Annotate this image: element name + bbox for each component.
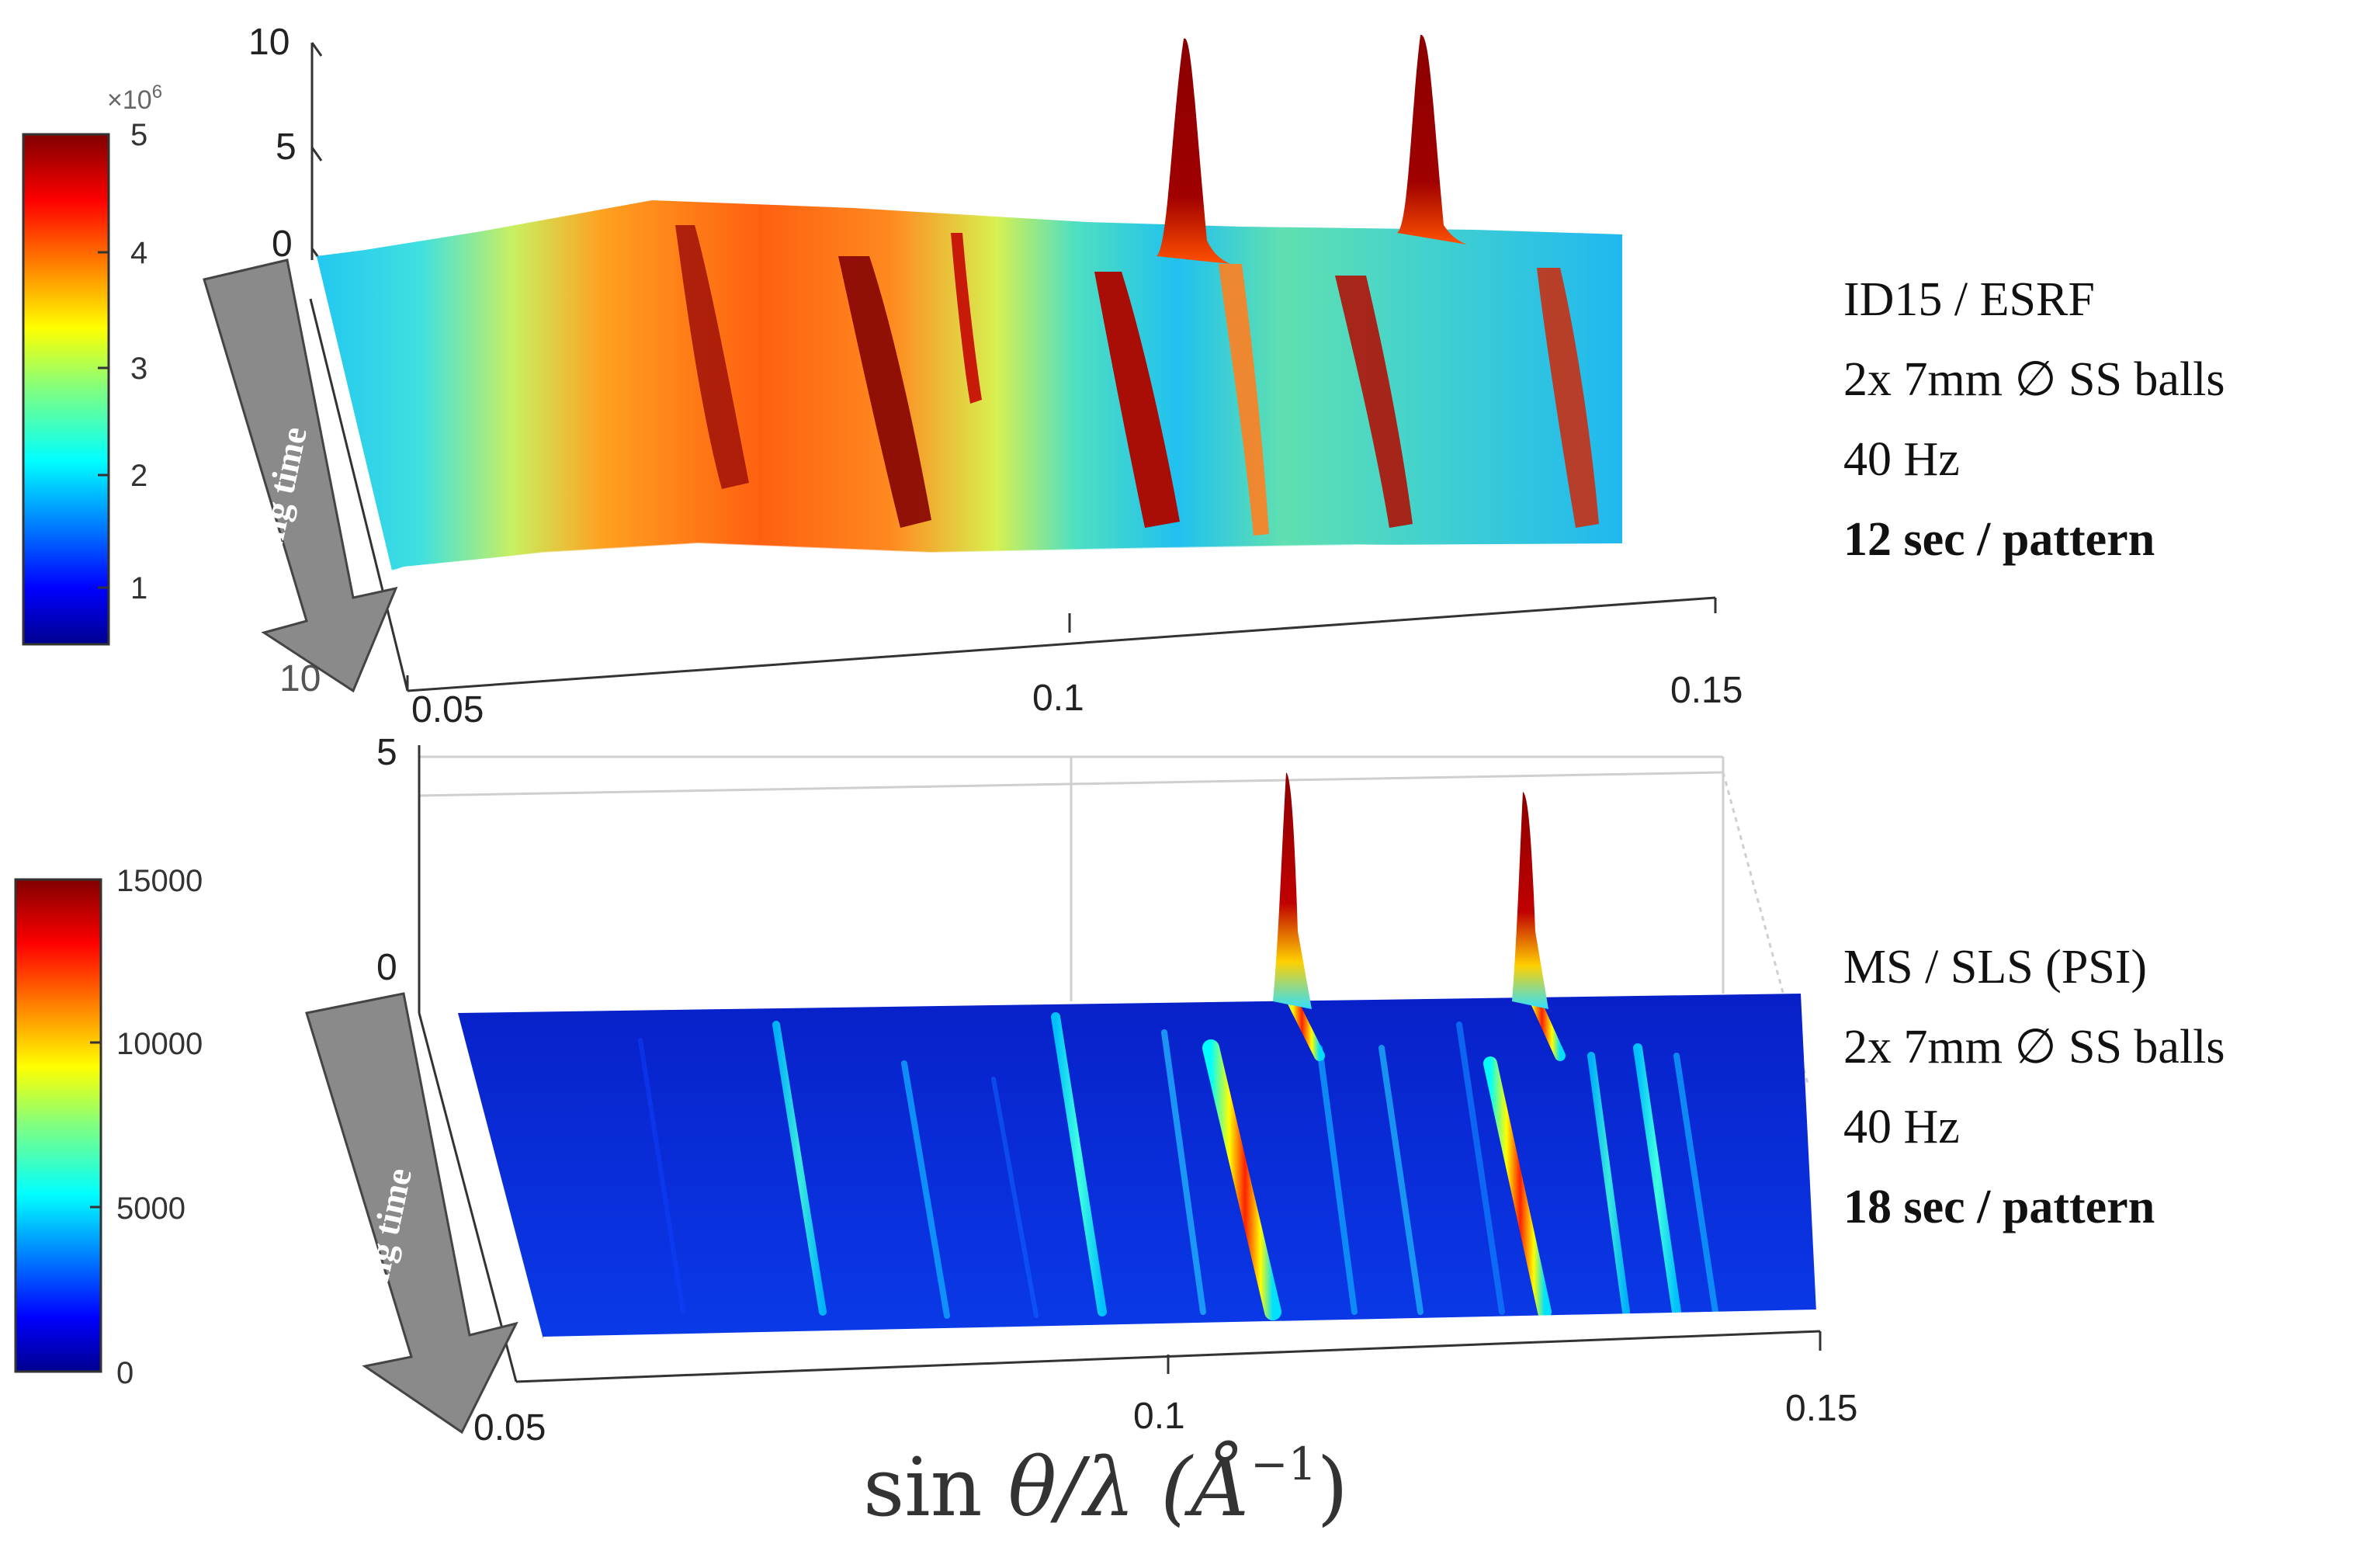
top-ridge-3 — [951, 233, 982, 404]
xlabel-suffix: ) — [1316, 1440, 1349, 1535]
top-x-tick-005: 0.05 — [411, 689, 484, 730]
top-front-edge — [391, 542, 1701, 571]
top-surface — [317, 34, 1701, 571]
bottom-hot-stripe-1 — [1202, 1039, 1281, 1320]
top-x-tick-015: 0.15 — [1670, 670, 1743, 711]
bottom-annotation: MS / SLS (PSI) 2x 7mm ∅ SS balls 40 Hz 1… — [1843, 943, 2225, 1263]
stripe — [1633, 1043, 1681, 1316]
top-ridge-4 — [1094, 272, 1180, 528]
bottom-surface — [458, 772, 1817, 1341]
top-ridge-1 — [675, 225, 749, 489]
xlabel-lambda: /λ ( — [1056, 1440, 1192, 1535]
top-cbar-exponent-power: 6 — [152, 82, 162, 102]
stripe — [1673, 1053, 1718, 1315]
xlabel-angstrom: Å — [1191, 1440, 1250, 1535]
top-floor — [309, 298, 1717, 692]
bottom-z-tick-0: 0 — [376, 947, 397, 988]
top-cbar-tick-3: 3 — [130, 352, 147, 386]
top-z-tick-5: 5 — [276, 127, 296, 168]
top-ridge-6 — [1537, 268, 1599, 528]
bottom-cbar-tick-5000: 5000 — [116, 1192, 186, 1226]
stripe — [1378, 1045, 1424, 1315]
top-colorbar — [22, 133, 110, 646]
top-x-tick-01: 0.1 — [1032, 678, 1084, 719]
bottom-floor — [418, 1012, 1822, 1383]
bottom-annot-facility: MS / SLS (PSI) — [1843, 941, 2148, 994]
bottom-colorbar-ticks: 15000 10000 5000 0 — [90, 864, 203, 1390]
top-cbar-exponent: ×106 — [107, 82, 162, 115]
top-cbar-tick-5: 5 — [130, 118, 147, 152]
xlabel-prefix: sin — [863, 1440, 1008, 1535]
bottom-annot-balls: 2x 7mm ∅ SS balls — [1843, 1021, 2225, 1074]
stripe — [638, 1038, 685, 1314]
top-tall-peak-2 — [1397, 34, 1467, 245]
xlabel-power: −1 — [1250, 1438, 1317, 1491]
bottom-hot-stripe-2 — [1483, 1056, 1552, 1319]
top-annot-frequency: 40 Hz — [1843, 433, 1960, 486]
bottom-annot-rate: 18 sec / pattern — [1843, 1181, 2155, 1233]
top-ridge-5 — [1335, 276, 1413, 528]
x-axis-label: sin θ/λ (Å−1) — [863, 1438, 1349, 1535]
bottom-tall-peak-2 — [1512, 792, 1548, 1009]
bottom-colorbar — [14, 878, 102, 1373]
bottom-tall-peak-1 — [1273, 772, 1312, 1009]
top-x-ticks: 0.05 0.1 0.15 10 — [279, 658, 1743, 730]
bottom-cbar-tick-15000: 15000 — [116, 864, 203, 898]
top-z-axis: 10 5 0 — [248, 22, 323, 265]
top-z-tick-10: 10 — [248, 22, 290, 63]
top-cbar-tick-4: 4 — [130, 236, 147, 270]
top-tall-peak-1 — [1157, 38, 1230, 264]
stripe — [772, 1021, 827, 1316]
bottom-annot-frequency: 40 Hz — [1843, 1101, 1960, 1153]
bottom-panel: 15000 10000 5000 0 5 0 — [14, 732, 1857, 1448]
bottom-arrow-shape — [305, 992, 518, 1434]
bottom-front-rim — [543, 1310, 1817, 1341]
bottom-z-axis: 5 0 — [376, 732, 421, 1013]
stripe — [1161, 1029, 1206, 1315]
stripe — [1316, 1045, 1358, 1315]
top-annot-balls: 2x 7mm ∅ SS balls — [1843, 353, 2225, 406]
stripe — [1051, 1012, 1107, 1316]
stripe — [1456, 1022, 1505, 1315]
top-annot-rate: 12 sec / pattern — [1843, 513, 2155, 566]
stripe — [1587, 1052, 1630, 1316]
stripe — [901, 1060, 950, 1319]
top-colorbar-ticks: 5 4 3 2 1 ×106 — [98, 82, 162, 605]
bottom-x-ticks: 0.05 0.1 0.15 — [473, 1388, 1857, 1448]
bottom-surface-sheet — [458, 994, 1816, 1339]
top-annotation: ID15 / ESRF 2x 7mm ∅ SS balls 40 Hz 12 s… — [1843, 276, 2225, 595]
top-ridge-2 — [838, 256, 931, 528]
bottom-cbar-tick-10000: 10000 — [116, 1027, 203, 1061]
bottom-x-tick-01: 0.1 — [1133, 1396, 1185, 1437]
top-cbar-exponent-base: ×10 — [107, 85, 152, 115]
top-arrow-shape — [203, 258, 398, 693]
top-panel: 5 4 3 2 1 ×106 10 5 0 — [22, 22, 1743, 730]
top-ridge-7 — [1219, 264, 1269, 536]
bottom-z-tick-5: 5 — [376, 732, 397, 773]
top-cbar-tick-1: 1 — [130, 571, 147, 605]
xlabel-theta: θ — [1007, 1440, 1057, 1535]
top-cbar-tick-2: 2 — [130, 459, 147, 493]
top-z-tick-0: 0 — [272, 224, 293, 265]
bottom-x-tick-005: 0.05 — [473, 1407, 546, 1448]
bottom-x-tick-015: 0.15 — [1785, 1388, 1857, 1429]
stripe — [991, 1077, 1039, 1318]
bottom-cbar-tick-0: 0 — [116, 1356, 134, 1390]
top-annot-facility: ID15 / ESRF — [1843, 273, 2095, 326]
bottom-stripes — [638, 1012, 1718, 1319]
